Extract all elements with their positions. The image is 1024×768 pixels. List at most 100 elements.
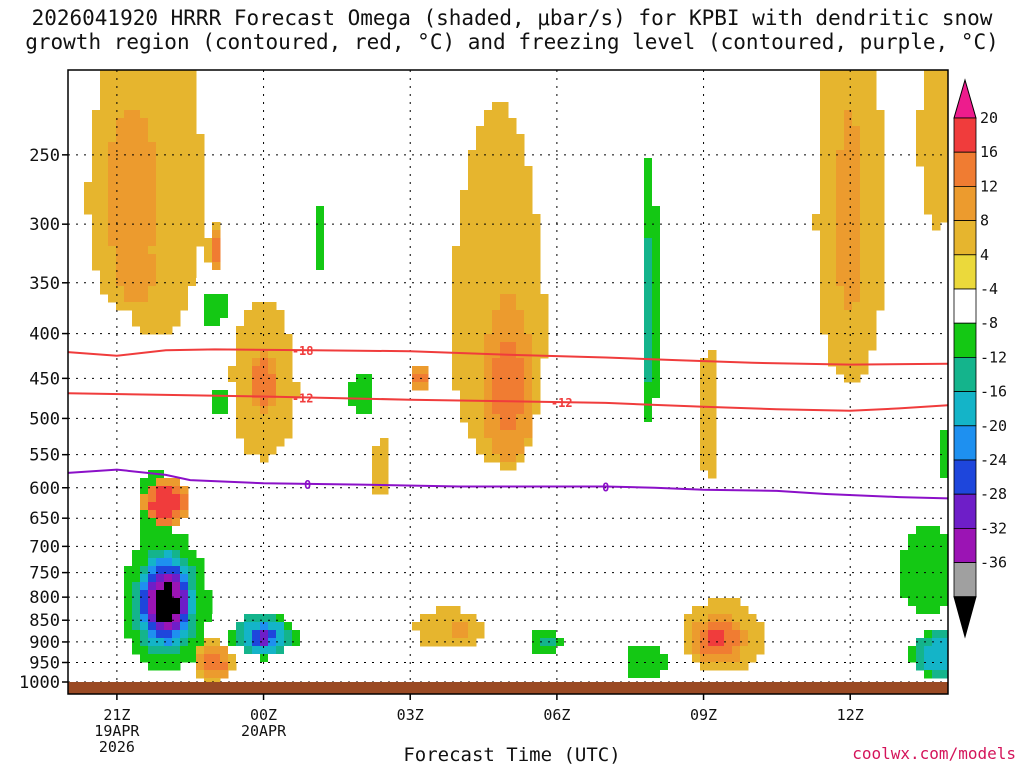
omega-cell xyxy=(332,254,341,263)
omega-cell xyxy=(148,494,157,503)
colorbar-swatch xyxy=(953,528,977,564)
omega-cell xyxy=(644,126,653,135)
omega-cell xyxy=(324,190,333,199)
omega-cell xyxy=(652,174,661,183)
omega-cell xyxy=(652,638,661,647)
omega-cell xyxy=(372,382,381,391)
omega-cell xyxy=(308,230,317,239)
omega-cell xyxy=(300,222,309,231)
omega-cell xyxy=(156,502,165,511)
omega-cell xyxy=(636,246,645,255)
omega-cell xyxy=(644,414,653,423)
omega-cell xyxy=(724,654,733,663)
omega-cell xyxy=(876,166,885,175)
omega-cell xyxy=(564,630,573,639)
omega-cell xyxy=(836,158,845,167)
omega-cell xyxy=(124,590,133,599)
omega-cell xyxy=(876,238,885,247)
omega-cell xyxy=(508,286,517,295)
omega-cell xyxy=(908,534,917,543)
omega-cell xyxy=(652,654,661,663)
omega-cell xyxy=(836,254,845,263)
omega-cell xyxy=(556,566,565,575)
omega-cell xyxy=(332,270,341,279)
omega-cell xyxy=(300,198,309,207)
colorbar-swatch xyxy=(953,220,977,256)
omega-cell xyxy=(876,158,885,167)
omega-cell xyxy=(332,238,341,247)
omega-cell xyxy=(484,326,493,335)
omega-cell xyxy=(364,422,373,431)
omega-cell xyxy=(852,230,861,239)
omega-cell xyxy=(652,334,661,343)
omega-cell xyxy=(708,630,717,639)
omega-cell xyxy=(516,294,525,303)
omega-cell xyxy=(924,606,933,615)
omega-cell xyxy=(332,134,341,143)
omega-cell xyxy=(644,662,653,671)
omega-cell xyxy=(300,150,309,159)
omega-cell xyxy=(172,318,181,327)
omega-cell xyxy=(180,246,189,255)
omega-cell xyxy=(748,622,757,631)
omega-cell xyxy=(636,302,645,311)
omega-cell xyxy=(820,158,829,167)
omega-cell xyxy=(172,206,181,215)
omega-cell xyxy=(524,294,533,303)
omega-cell xyxy=(876,150,885,159)
omega-cell xyxy=(452,358,461,367)
omega-cell xyxy=(188,614,197,623)
omega-cell xyxy=(300,294,309,303)
omega-cell xyxy=(932,614,941,623)
omega-cell xyxy=(660,294,669,303)
omega-cell xyxy=(844,126,853,135)
omega-cell xyxy=(180,94,189,103)
omega-cell xyxy=(172,638,181,647)
omega-cell xyxy=(468,246,477,255)
omega-cell xyxy=(836,174,845,183)
omega-cell xyxy=(332,262,341,271)
dgz-bottom-line xyxy=(68,392,948,412)
omega-cell xyxy=(268,318,277,327)
omega-cell xyxy=(932,534,941,543)
omega-cell xyxy=(852,222,861,231)
omega-cell xyxy=(180,198,189,207)
omega-cell xyxy=(836,182,845,191)
omega-cell xyxy=(108,286,117,295)
omega-cell xyxy=(460,398,469,407)
omega-cell xyxy=(148,278,157,287)
omega-cell xyxy=(108,118,117,127)
omega-cell xyxy=(460,310,469,319)
omega-cell xyxy=(556,614,565,623)
omega-cell xyxy=(660,286,669,295)
omega-cell xyxy=(452,302,461,311)
omega-cell xyxy=(540,662,549,671)
omega-cell xyxy=(252,646,261,655)
omega-cell xyxy=(828,86,837,95)
omega-cell xyxy=(668,654,677,663)
omega-cell xyxy=(300,182,309,191)
omega-cell xyxy=(620,638,629,647)
omega-cell xyxy=(164,118,173,127)
omega-cell xyxy=(828,214,837,223)
omega-cell xyxy=(348,366,357,375)
omega-cell xyxy=(108,174,117,183)
omega-cell xyxy=(316,142,325,151)
omega-cell xyxy=(132,558,141,567)
omega-cell xyxy=(916,630,925,639)
omega-cell xyxy=(940,606,948,615)
omega-cell xyxy=(284,390,293,399)
omega-cell xyxy=(500,326,509,335)
omega-cell xyxy=(172,550,181,559)
omega-cell xyxy=(852,190,861,199)
omega-cell xyxy=(324,238,333,247)
omega-cell xyxy=(300,174,309,183)
omega-cell xyxy=(132,278,141,287)
omega-cell xyxy=(180,174,189,183)
omega-cell xyxy=(276,526,285,535)
omega-cell xyxy=(188,150,197,159)
omega-cell xyxy=(324,214,333,223)
omega-cell xyxy=(932,670,941,679)
omega-cell xyxy=(892,558,901,567)
omega-cell xyxy=(468,318,477,327)
